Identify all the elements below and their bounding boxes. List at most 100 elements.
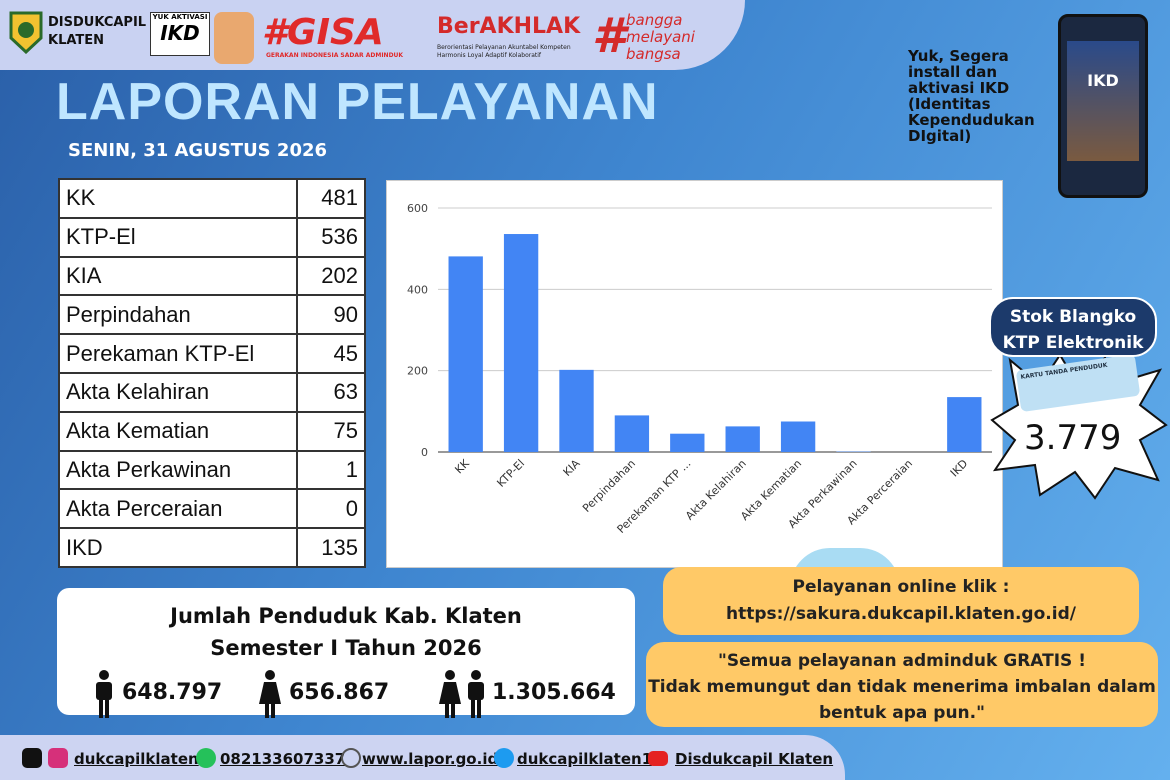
table-row: KTP-El 536 <box>58 216 366 258</box>
table-value: 135 <box>296 527 366 568</box>
table-value: 536 <box>296 216 366 258</box>
online-label: Pelayanan online klik : <box>792 577 1010 597</box>
bangga-hash: # <box>592 8 626 64</box>
bangga-line: melayani <box>626 28 695 46</box>
table-label: IKD <box>58 527 298 568</box>
x-tick-label: KK <box>452 456 472 476</box>
youtube-channel[interactable]: Disdukcapil Klaten <box>675 750 834 768</box>
bar <box>559 369 594 452</box>
header-band <box>0 0 745 70</box>
whatsapp-icon <box>196 748 216 768</box>
table-row: Perpindahan 90 <box>58 294 366 336</box>
phone-screen: IKD <box>1067 41 1139 161</box>
table-value: 63 <box>296 371 366 413</box>
logo <box>9 11 43 54</box>
x-tick-label: KTP-El <box>494 457 527 490</box>
twitter-icon <box>494 748 514 768</box>
bar <box>670 433 705 452</box>
online-url[interactable]: https://sakura.dukcapil.klaten.go.id/ <box>726 604 1076 624</box>
table-label: KTP-El <box>58 216 298 258</box>
stock-title-line: Stok Blangko <box>1009 307 1137 327</box>
berakhlak-logo: BerAKHLAK <box>437 14 581 39</box>
twitter-handle[interactable]: dukcapilklaten1 <box>517 750 653 768</box>
table-label: Perpindahan <box>58 294 298 336</box>
table-value: 90 <box>296 294 366 336</box>
gisa-sub: GERAKAN INDONESIA SADAR ADMINDUK <box>266 52 404 59</box>
online-box: Pelayanan online klik : https://sakura.d… <box>663 567 1139 635</box>
stock-value: 3.779 <box>1024 418 1122 458</box>
table-label: Akta Kematian <box>58 410 298 452</box>
ikd-badge-logo: IKD <box>160 21 200 45</box>
table-label: KK <box>58 178 298 219</box>
table-row: KIA 202 <box>58 255 366 297</box>
youtube-icon <box>648 751 668 766</box>
table-value: 75 <box>296 410 366 452</box>
ikd-badge-top: YUK AKTIVASI <box>152 13 208 21</box>
y-tick-label: 400 <box>407 283 428 296</box>
phone: IKD <box>1058 14 1148 198</box>
table-label: KIA <box>58 255 298 297</box>
table-label: Akta Perceraian <box>58 488 298 530</box>
phone-number[interactable]: 082133607337 <box>220 750 346 768</box>
x-tick-label: IKD <box>948 457 971 480</box>
promo-text: Yuk, Segera install dan aktivasi IKD (Id… <box>908 47 1035 145</box>
y-tick-label: 0 <box>421 446 428 459</box>
quote-box: "Semua pelayanan adminduk GRATIS ! Tidak… <box>646 642 1158 727</box>
table-value: 481 <box>296 178 366 219</box>
tiktok-icon <box>22 748 42 768</box>
table-value: 45 <box>296 333 366 374</box>
org-name: DISDUKCAPIL KLATEN <box>48 14 146 50</box>
table-value: 0 <box>296 488 366 530</box>
date: SENIN, 31 AGUSTUS 2026 <box>68 140 328 161</box>
population-title: Jumlah Penduduk Kab. Klaten <box>170 604 522 628</box>
ikd-badge: YUK AKTIVASI IKD <box>150 12 210 56</box>
bar <box>947 397 982 452</box>
table-label: Akta Perkawinan <box>58 449 298 491</box>
title: LAPORAN PELAYANAN <box>56 73 659 131</box>
table-row: Akta Perceraian 0 <box>58 488 366 530</box>
y-tick-label: 200 <box>407 365 428 378</box>
table-row: KK 481 <box>58 178 366 219</box>
table-row: IKD 135 <box>58 527 366 568</box>
instagram-icon <box>48 748 68 768</box>
social-handle[interactable]: dukcapilklaten <box>74 750 199 768</box>
family-icon <box>439 670 484 718</box>
female-icon <box>259 670 281 718</box>
female-count: 656.867 <box>289 680 390 705</box>
male-count: 648.797 <box>122 680 223 705</box>
bar <box>614 415 650 452</box>
service-table: KK 481 KTP-El 536 KIA 202 Perpindahan 90 Perekam… <box>58 178 366 568</box>
web-icon <box>341 748 361 768</box>
table-row: Akta Kelahiran 63 <box>58 371 366 413</box>
x-tick-label: KIA <box>561 457 583 479</box>
population-box: Jumlah Penduduk Kab. Klaten Semester I T… <box>57 588 635 715</box>
table-row: Akta Perkawinan 1 <box>58 449 366 491</box>
table-label: Akta Kelahiran <box>58 371 298 413</box>
bar <box>725 426 760 452</box>
stock-title: Stok Blangko KTP Elektronik <box>989 297 1157 357</box>
table-row: Perekaman KTP-El 45 <box>58 333 366 374</box>
bar <box>780 421 816 452</box>
website[interactable]: www.lapor.go.id <box>362 750 499 768</box>
table-value: 1 <box>296 449 366 491</box>
quote-line: bentuk apa pun." <box>819 703 985 723</box>
table-value: 202 <box>296 255 366 297</box>
table-label: Perekaman KTP-El <box>58 333 298 374</box>
quote-line: Tidak memungut dan tidak menerima imbala… <box>648 677 1156 697</box>
footer-band <box>0 735 845 780</box>
total-count: 1.305.664 <box>492 680 616 705</box>
org-line: KLATEN <box>48 33 105 48</box>
bar <box>503 234 539 452</box>
org-line: DISDUKCAPIL <box>48 15 147 30</box>
hand-phone-icon <box>214 12 254 64</box>
stock-title-line: KTP Elektronik <box>1002 333 1144 353</box>
population-subtitle: Semester I Tahun 2026 <box>210 636 482 660</box>
bar <box>448 256 483 452</box>
male-icon <box>96 670 112 718</box>
gisa-logo: #GISA <box>262 12 384 53</box>
x-tick-label: Perpindahan <box>580 457 638 515</box>
bangga-line: bangsa <box>626 45 681 63</box>
bangga-line: bangga <box>626 11 683 29</box>
